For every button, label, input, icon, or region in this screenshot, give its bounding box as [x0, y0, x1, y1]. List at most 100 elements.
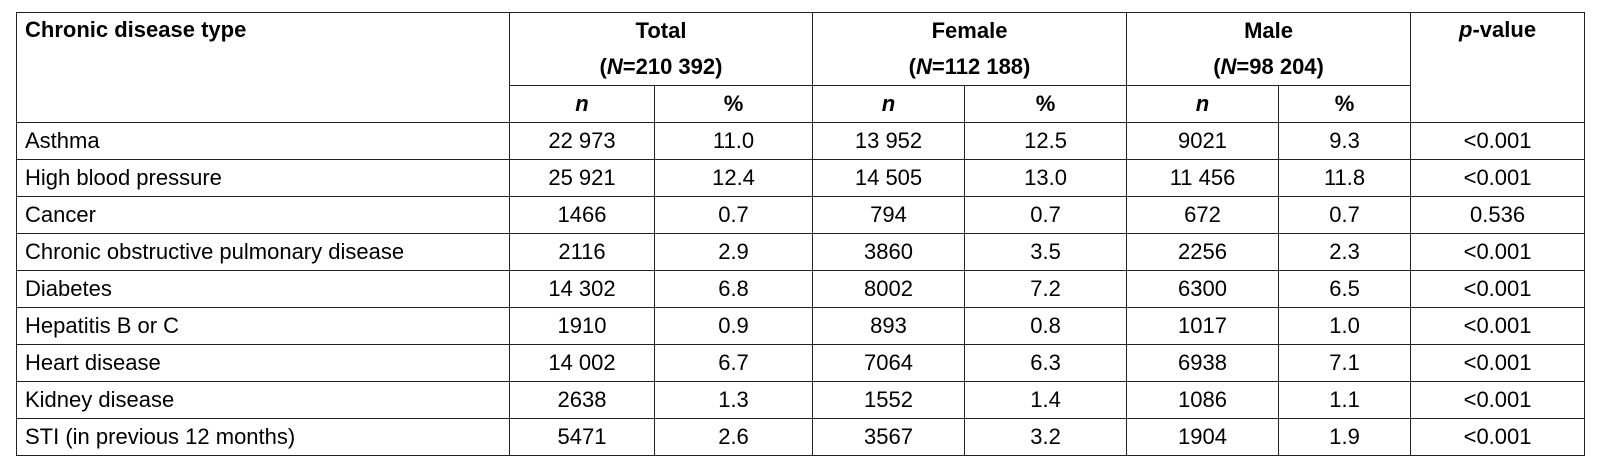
- cell-female-pct: 13.0: [964, 159, 1128, 197]
- cell-total-n: 14 002: [509, 344, 655, 382]
- sample-size-total-value: =210 392: [622, 54, 716, 79]
- cell-total-n: 1910: [509, 307, 655, 345]
- cell-pvalue: <0.001: [1410, 233, 1586, 271]
- row-label: Cancer: [16, 196, 510, 234]
- row-label: High blood pressure: [16, 159, 510, 197]
- cell-total-n: 22 973: [509, 122, 655, 160]
- cell-male-pct: 7.1: [1278, 344, 1412, 382]
- cell-total-n: 14 302: [509, 270, 655, 308]
- cell-total-n: 2638: [509, 381, 655, 419]
- cell-male-pct: 1.0: [1278, 307, 1412, 345]
- cell-male-pct: 9.3: [1278, 122, 1412, 160]
- group-header-total: Total: [508, 12, 814, 49]
- cell-male-pct: 2.3: [1278, 233, 1412, 271]
- subheader-male-pct: %: [1278, 85, 1412, 123]
- group-header-female: Female: [812, 12, 1128, 49]
- cell-male-n: 2256: [1126, 233, 1280, 271]
- cell-male-n: 6300: [1126, 270, 1280, 308]
- cell-pvalue: <0.001: [1410, 270, 1586, 308]
- sample-size-male-value: =98 204: [1236, 54, 1317, 79]
- row-label: Asthma: [16, 122, 510, 160]
- cell-female-pct: 3.2: [964, 418, 1128, 456]
- pvalue-suffix: -value: [1472, 17, 1537, 42]
- table-row: Chronic obstructive pulmonary disease 21…: [16, 233, 1586, 271]
- chronic-disease-table: Chronic disease type Total Female Male p…: [16, 12, 1586, 456]
- cell-total-n: 25 921: [509, 159, 655, 197]
- cell-female-pct: 6.3: [964, 344, 1128, 382]
- cell-pvalue: <0.001: [1410, 418, 1586, 456]
- cell-total-pct: 2.9: [653, 233, 814, 271]
- cell-total-pct: 0.9: [653, 307, 814, 345]
- sample-size-female: (N=112 188): [812, 49, 1128, 86]
- row-label: Chronic obstructive pulmonary disease: [16, 233, 510, 271]
- header-row-groups: Chronic disease type Total Female Male p…: [16, 12, 1586, 123]
- row-label: Heart disease: [16, 344, 510, 382]
- table-body: Asthma 22 973 11.0 13 952 12.5 9021 9.3 …: [16, 122, 1586, 456]
- column-header-pvalue: p-value: [1410, 12, 1586, 123]
- table-row: STI (in previous 12 months) 5471 2.6 356…: [16, 418, 1586, 456]
- table-row: Kidney disease 2638 1.3 1552 1.4 1086 1.…: [16, 381, 1586, 419]
- cell-total-pct: 6.8: [653, 270, 814, 308]
- cell-female-pct: 1.4: [964, 381, 1128, 419]
- table-row: Cancer 1466 0.7 794 0.7 672 0.7 0.536: [16, 196, 1586, 234]
- cell-male-n: 9021: [1126, 122, 1280, 160]
- sample-size-male-symbol: N: [1220, 54, 1237, 79]
- table-row: Diabetes 14 302 6.8 8002 7.2 6300 6.5 <0…: [16, 270, 1586, 308]
- sample-size-female-symbol: N: [915, 54, 932, 79]
- cell-total-pct: 1.3: [653, 381, 814, 419]
- cell-total-pct: 2.6: [653, 418, 814, 456]
- subheader-male-n: n: [1126, 85, 1280, 123]
- sample-size-total: (N=210 392): [508, 49, 814, 86]
- subheader-total-n: n: [509, 85, 655, 123]
- cell-female-n: 3567: [812, 418, 966, 456]
- pvalue-italic-p: p: [1459, 17, 1473, 42]
- cell-pvalue: <0.001: [1410, 344, 1586, 382]
- cell-male-pct: 1.1: [1278, 381, 1412, 419]
- cell-male-pct: 0.7: [1278, 196, 1412, 234]
- cell-male-pct: 11.8: [1278, 159, 1412, 197]
- table-row: Hepatitis B or C 1910 0.9 893 0.8 1017 1…: [16, 307, 1586, 345]
- cell-total-n: 5471: [509, 418, 655, 456]
- cell-male-pct: 6.5: [1278, 270, 1412, 308]
- cell-female-n: 794: [812, 196, 966, 234]
- sample-size-male: (N=98 204): [1126, 49, 1412, 86]
- cell-pvalue: <0.001: [1410, 159, 1586, 197]
- cell-female-n: 1552: [812, 381, 966, 419]
- cell-female-n: 3860: [812, 233, 966, 271]
- row-label: Kidney disease: [16, 381, 510, 419]
- group-header-male: Male: [1126, 12, 1412, 49]
- cell-female-pct: 7.2: [964, 270, 1128, 308]
- cell-male-n: 11 456: [1126, 159, 1280, 197]
- subheader-total-pct: %: [653, 85, 814, 123]
- cell-female-n: 14 505: [812, 159, 966, 197]
- row-label: Hepatitis B or C: [16, 307, 510, 345]
- table-row: Asthma 22 973 11.0 13 952 12.5 9021 9.3 …: [16, 122, 1586, 160]
- cell-female-pct: 12.5: [964, 122, 1128, 160]
- cell-total-pct: 6.7: [653, 344, 814, 382]
- cell-total-pct: 11.0: [653, 122, 814, 160]
- table-row: High blood pressure 25 921 12.4 14 505 1…: [16, 159, 1586, 197]
- cell-male-n: 1904: [1126, 418, 1280, 456]
- sample-size-female-value: =112 188: [931, 54, 1024, 79]
- cell-pvalue: <0.001: [1410, 307, 1586, 345]
- cell-total-pct: 0.7: [653, 196, 814, 234]
- cell-total-n: 2116: [509, 233, 655, 271]
- cell-female-pct: 3.5: [964, 233, 1128, 271]
- cell-male-n: 1017: [1126, 307, 1280, 345]
- table-header: Chronic disease type Total Female Male p…: [16, 12, 1586, 123]
- cell-female-pct: 0.7: [964, 196, 1128, 234]
- cell-total-pct: 12.4: [653, 159, 814, 197]
- cell-pvalue: <0.001: [1410, 122, 1586, 160]
- row-label: STI (in previous 12 months): [16, 418, 510, 456]
- cell-male-pct: 1.9: [1278, 418, 1412, 456]
- cell-female-pct: 0.8: [964, 307, 1128, 345]
- cell-pvalue: 0.536: [1410, 196, 1586, 234]
- cell-female-n: 8002: [812, 270, 966, 308]
- cell-total-n: 1466: [509, 196, 655, 234]
- cell-female-n: 893: [812, 307, 966, 345]
- column-header-disease-type: Chronic disease type: [16, 12, 510, 123]
- table-row: Heart disease 14 002 6.7 7064 6.3 6938 7…: [16, 344, 1586, 382]
- table-container: Chronic disease type Total Female Male p…: [16, 12, 1586, 456]
- header-row-sample-sizes: (N=210 392) (N=112 188) (N=98 204): [17, 49, 1585, 86]
- cell-female-n: 7064: [812, 344, 966, 382]
